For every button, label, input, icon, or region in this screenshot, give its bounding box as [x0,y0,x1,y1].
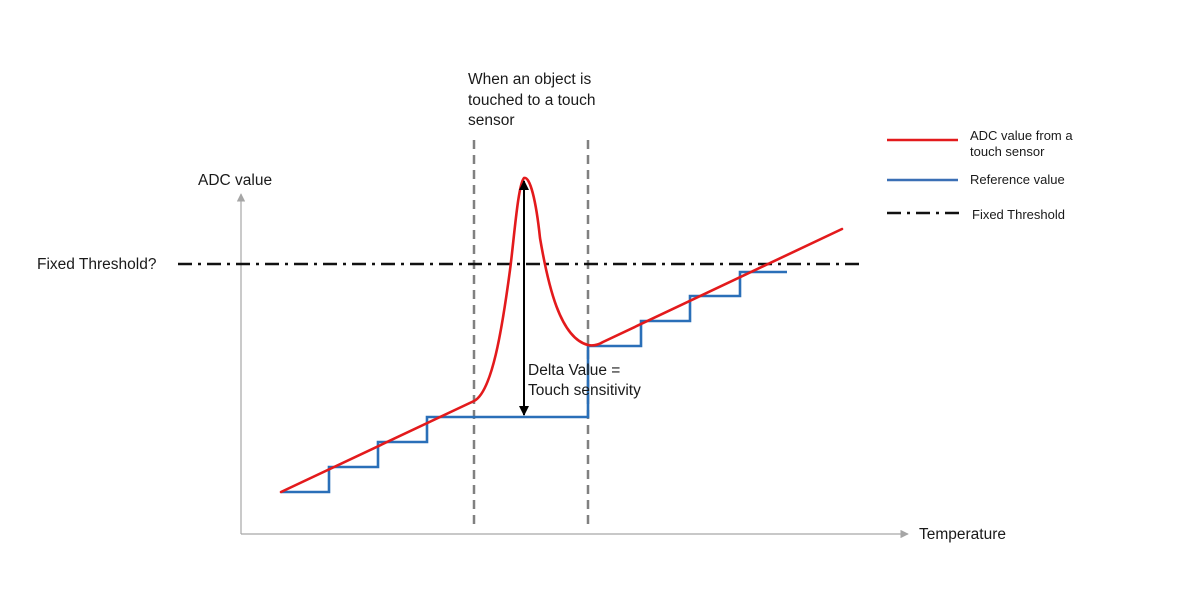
touch-caption-line3: sensor [468,112,515,129]
y-axis-label: ADC value [198,172,272,189]
delta-label-line2: Touch sensitivity [528,382,641,399]
threshold-question-label: Fixed Threshold? [37,256,157,273]
legend-label-adc-line2: touch sensor [970,144,1045,159]
touch-caption-line2: touched to a touch [468,92,596,109]
x-axis-label: Temperature [919,526,1006,543]
reference-value-line [281,270,787,494]
legend-label-adc-line1: ADC value from a [970,128,1073,143]
legend: ADC value from a touch sensor Reference … [887,128,1073,222]
delta-label-line1: Delta Value = [528,362,620,379]
adc-value-curve [279,176,844,494]
legend-label-threshold: Fixed Threshold [972,207,1065,222]
touch-caption-line1: When an object is [468,71,591,88]
legend-label-reference: Reference value [970,172,1065,187]
